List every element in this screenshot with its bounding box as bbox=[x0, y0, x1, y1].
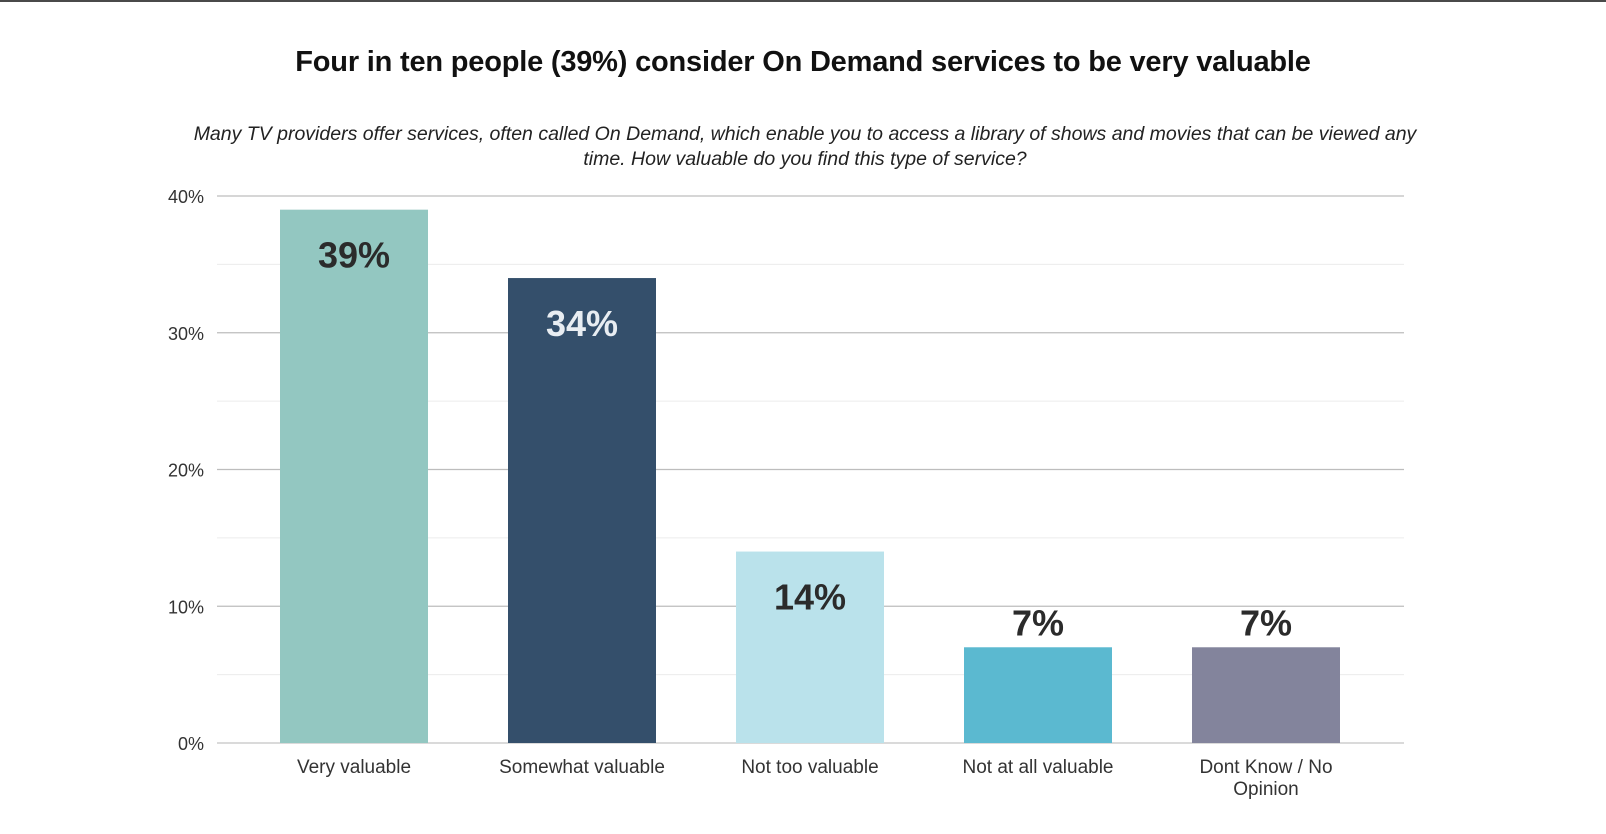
data-label: 14% bbox=[774, 577, 846, 618]
data-label: 34% bbox=[546, 303, 618, 344]
data-label: 7% bbox=[1012, 602, 1064, 643]
y-tick-label: 20% bbox=[168, 461, 204, 481]
bars bbox=[280, 209, 1340, 744]
y-axis: 0% 10% 20% 30% 40% bbox=[168, 187, 204, 754]
chart-subtitle: Many TV providers offer services, often … bbox=[193, 123, 1417, 170]
x-tick-label: Not too valuable bbox=[741, 757, 878, 778]
bar bbox=[736, 551, 884, 743]
x-axis: Very valuable Somewhat valuable Not too va… bbox=[297, 757, 1333, 800]
bar bbox=[508, 278, 656, 743]
bar bbox=[964, 647, 1112, 743]
y-tick-label: 0% bbox=[178, 734, 204, 754]
x-tick-label: Somewhat valuable bbox=[499, 757, 665, 778]
y-tick-label: 10% bbox=[168, 597, 204, 617]
bar bbox=[280, 209, 428, 744]
bar bbox=[1192, 647, 1340, 743]
top-border bbox=[0, 0, 1606, 2]
data-label: 39% bbox=[318, 235, 390, 276]
y-tick-label: 40% bbox=[168, 187, 204, 207]
x-tick-label: Very valuable bbox=[297, 757, 411, 778]
y-tick-label: 30% bbox=[168, 324, 204, 344]
chart-title: Four in ten people (39%) consider On Dem… bbox=[295, 46, 1311, 78]
x-tick-label: Dont Know / No bbox=[1199, 757, 1332, 778]
data-label: 7% bbox=[1240, 602, 1292, 643]
x-tick-label: Not at all valuable bbox=[962, 757, 1113, 778]
data-labels: 39% 34% 14% 7% 7% bbox=[318, 235, 1292, 644]
x-tick-label: Opinion bbox=[1233, 779, 1299, 800]
